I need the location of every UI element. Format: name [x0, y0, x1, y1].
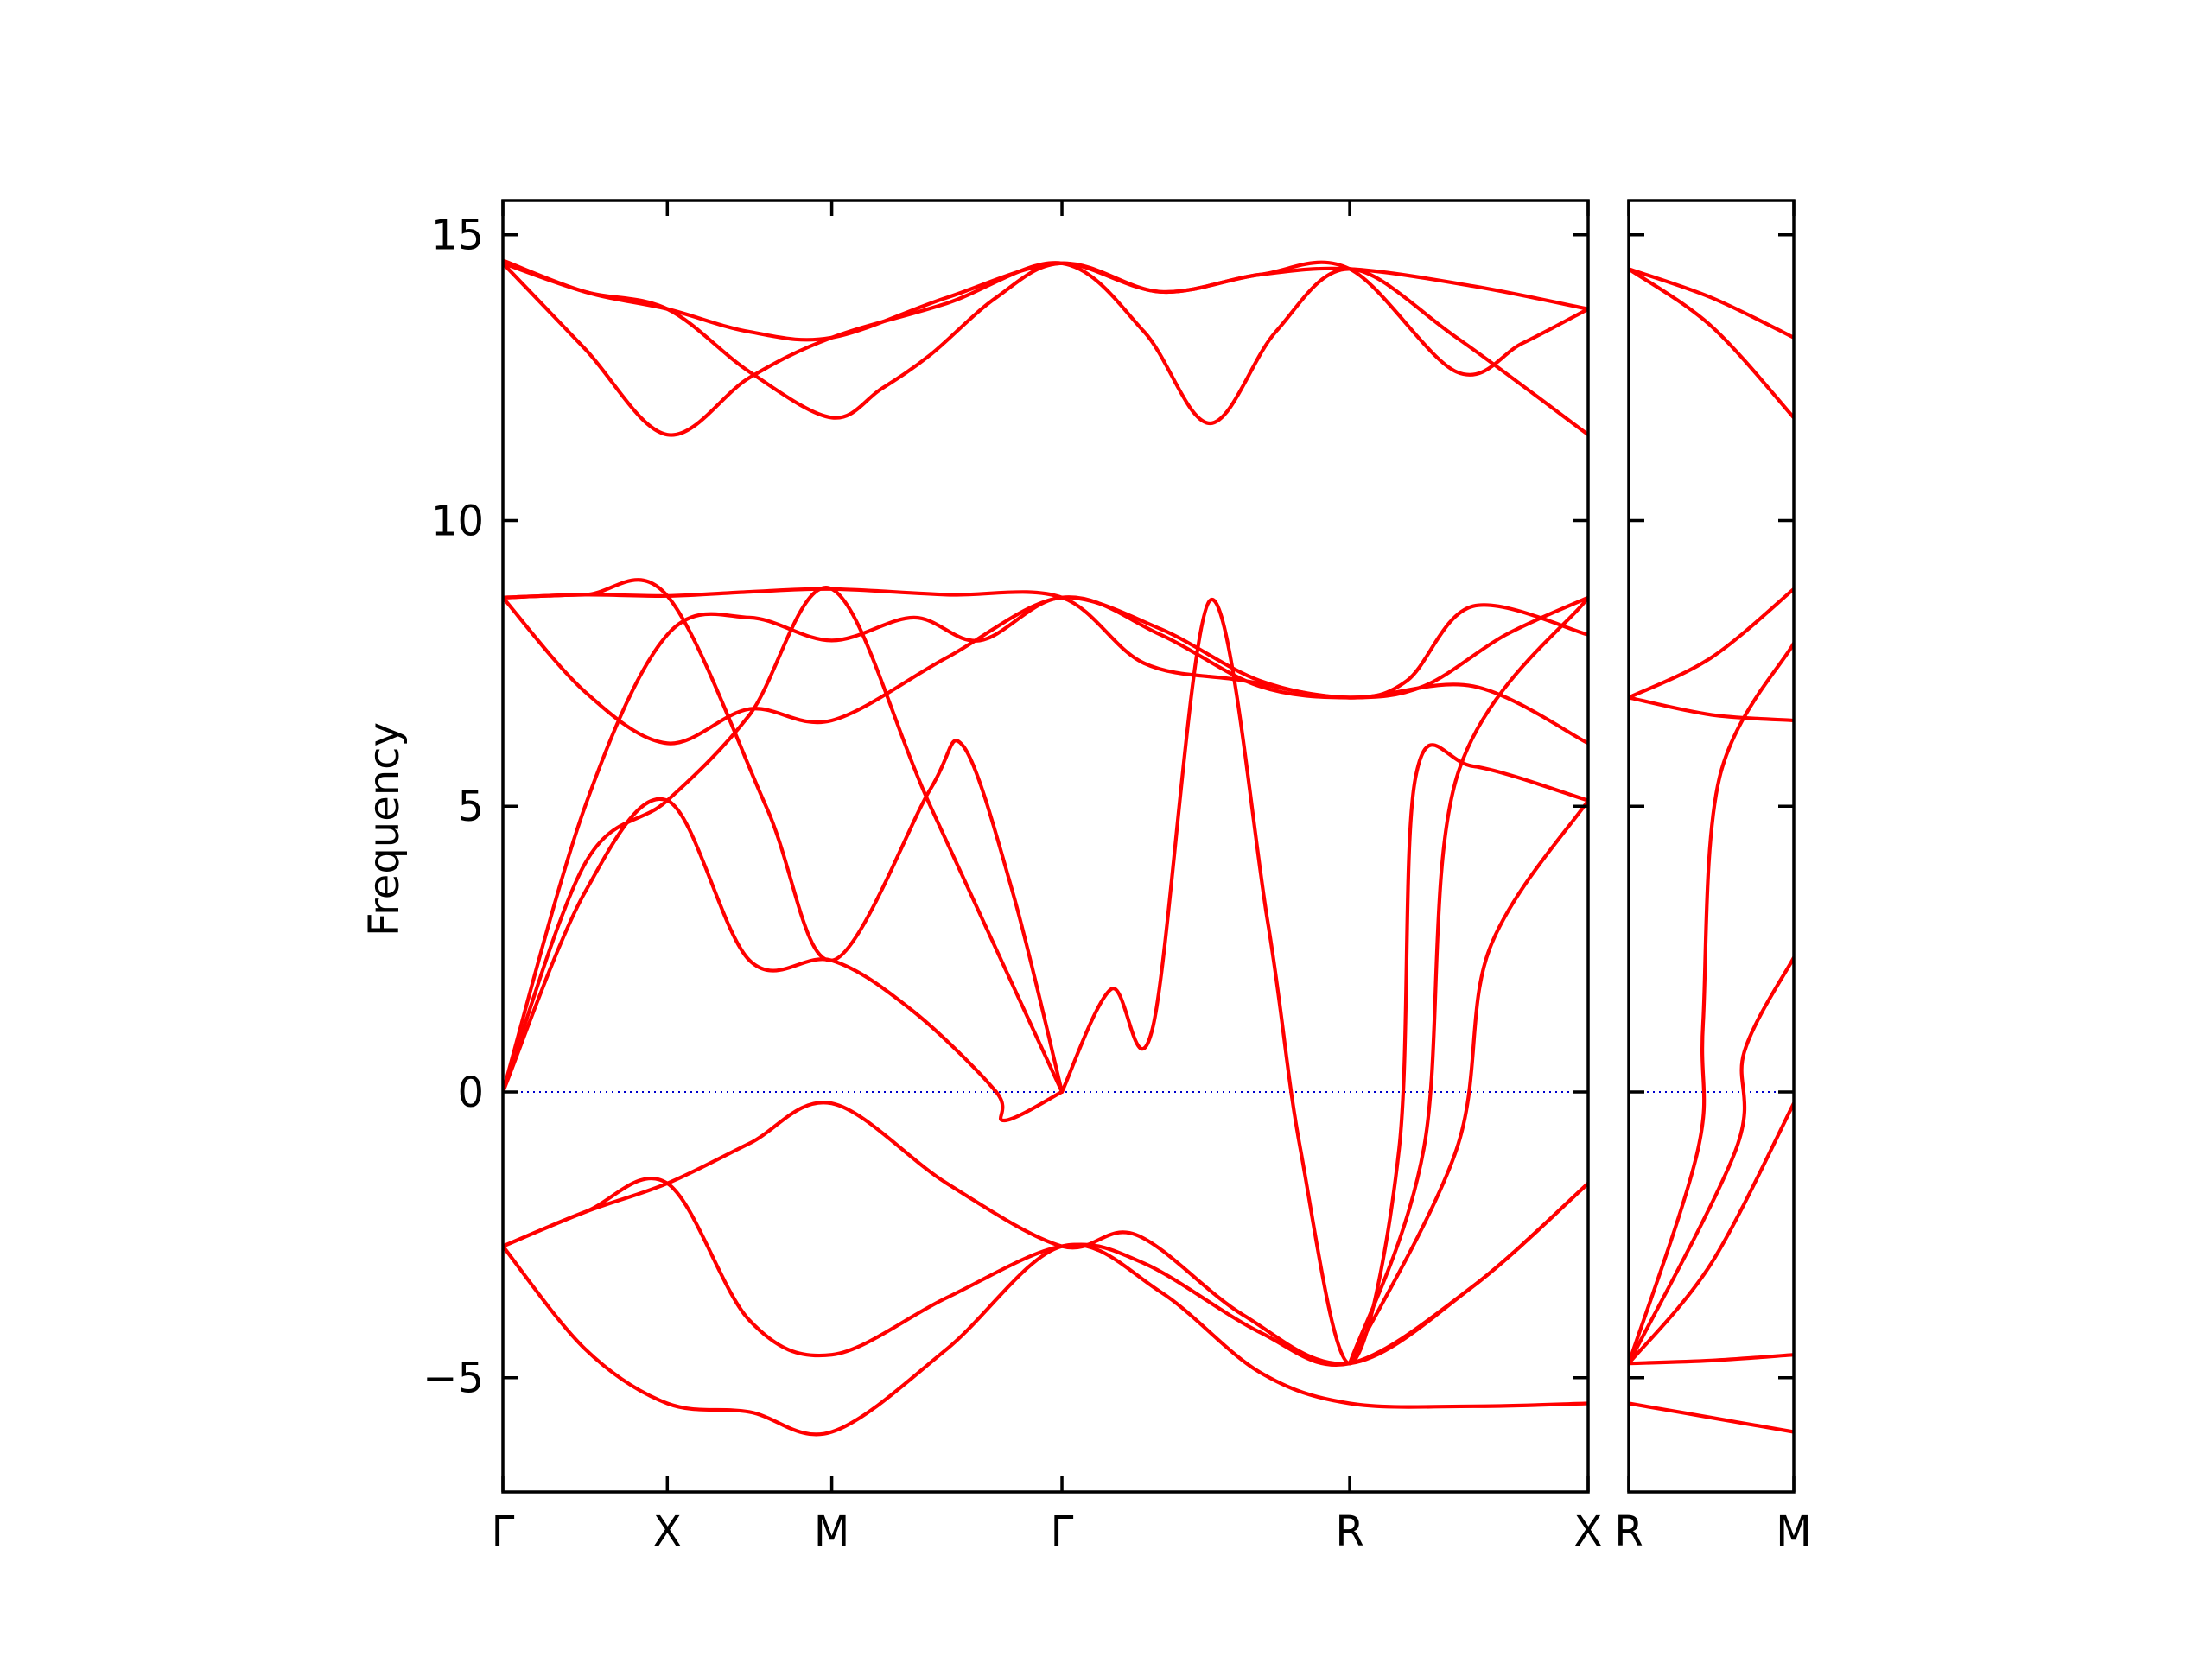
band-line-6	[503, 578, 1065, 1094]
plot-frame	[1627, 199, 1796, 1494]
x-tick-label: X	[653, 1507, 682, 1556]
y-tick-label: 15	[431, 212, 484, 260]
band-line-4	[1629, 587, 1794, 700]
x-tick-label: X	[1574, 1507, 1603, 1556]
band-line-4	[503, 587, 1588, 746]
band-line-2	[1629, 267, 1794, 420]
band-line-3	[503, 260, 1588, 420]
band-line-12	[1348, 798, 1588, 1366]
band-line-5	[1629, 641, 1794, 1366]
x-tick-label: M	[814, 1507, 849, 1556]
band-line-14	[503, 1177, 1588, 1367]
y-tick-label: 10	[431, 497, 484, 545]
band-line-1	[1629, 267, 1794, 340]
x-tick-label: Γ	[1051, 1507, 1074, 1556]
band-group	[1629, 267, 1794, 1434]
band-line-9	[503, 797, 1065, 1123]
y-tick-label: 0	[457, 1069, 484, 1117]
band-line-5	[503, 595, 1588, 746]
band-line-11	[1348, 595, 1588, 1366]
band-line-8	[503, 586, 1065, 1094]
band-line-3	[1629, 695, 1794, 723]
band-line-1	[503, 258, 1588, 342]
x-tick-label: R	[1614, 1507, 1643, 1556]
plot-frame	[501, 199, 1590, 1494]
band-line-2	[503, 261, 1588, 437]
y-tick-label: −5	[423, 1355, 484, 1403]
y-tick-label: 5	[457, 783, 484, 831]
band-group	[503, 258, 1588, 1437]
x-tick-label: M	[1776, 1507, 1811, 1556]
band-line-15	[503, 1242, 1588, 1437]
panel-1: Γ X M Γ R X 15 10 5 0 −5	[423, 199, 1603, 1556]
band-line-9	[1629, 1401, 1794, 1434]
x-tick-label: R	[1335, 1507, 1363, 1556]
band-line-10	[1059, 598, 1588, 1366]
band-line-7	[503, 595, 1588, 1094]
y-axis-title: Frequency	[360, 722, 409, 936]
x-tick-label: Γ	[492, 1507, 515, 1556]
band-line-7	[1629, 1101, 1794, 1366]
band-line-8	[1629, 1353, 1794, 1366]
band-line-6	[1629, 955, 1794, 1366]
